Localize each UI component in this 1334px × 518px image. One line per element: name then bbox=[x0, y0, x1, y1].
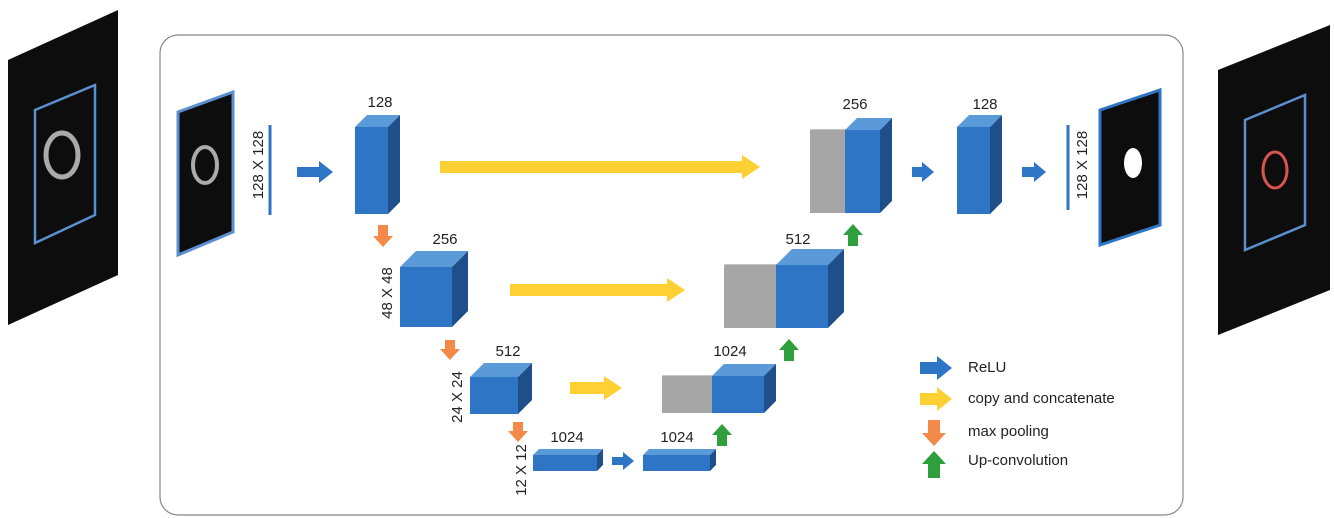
block-side bbox=[518, 363, 532, 414]
copy-arrow bbox=[510, 278, 685, 302]
block-front bbox=[643, 455, 710, 471]
pool-arrow bbox=[440, 340, 460, 360]
block-side bbox=[452, 251, 468, 327]
block-top bbox=[662, 375, 713, 376]
pool-arrow bbox=[508, 422, 528, 442]
legend-text: copy and concatenate bbox=[968, 390, 1115, 407]
relu-arrow bbox=[612, 452, 634, 470]
size-label: 128 X 128 bbox=[1074, 131, 1091, 199]
legend-icon bbox=[920, 387, 952, 411]
block-side bbox=[710, 449, 716, 471]
legend-text: ReLU bbox=[968, 359, 1006, 376]
block-front bbox=[712, 376, 764, 413]
block-side bbox=[880, 118, 892, 213]
block-top bbox=[400, 251, 468, 267]
block-front bbox=[810, 130, 845, 213]
segmentation bbox=[1261, 150, 1289, 190]
relu-arrow bbox=[912, 162, 934, 182]
pool-arrow bbox=[373, 225, 393, 247]
roi-box bbox=[33, 83, 97, 245]
block-top bbox=[776, 249, 844, 265]
channel-label: 512 bbox=[785, 231, 810, 248]
block-top bbox=[470, 363, 532, 377]
block-side bbox=[764, 364, 776, 413]
size-label: 128 X 128 bbox=[250, 131, 267, 199]
mri-image bbox=[8, 10, 118, 325]
channel-label: 512 bbox=[495, 343, 520, 360]
size-label: 48 X 48 bbox=[379, 267, 396, 319]
legend-icon bbox=[922, 420, 946, 446]
heart bbox=[43, 130, 81, 180]
block-side bbox=[388, 115, 400, 214]
block-side bbox=[597, 449, 603, 471]
block-front bbox=[662, 376, 712, 413]
mri-image bbox=[1218, 25, 1330, 335]
block-front bbox=[355, 127, 388, 214]
channel-label: 128 bbox=[367, 94, 392, 111]
block-side bbox=[990, 115, 1002, 214]
legend-text: max pooling bbox=[968, 423, 1049, 440]
relu-arrow bbox=[1022, 162, 1046, 182]
channel-label: 1024 bbox=[713, 343, 746, 360]
relu-arrow bbox=[297, 161, 333, 183]
channel-label: 256 bbox=[432, 231, 457, 248]
legend-icon bbox=[920, 356, 952, 380]
block-top bbox=[643, 449, 716, 455]
channel-label: 1024 bbox=[550, 429, 583, 446]
legend-text: Up-convolution bbox=[968, 452, 1068, 469]
block-top bbox=[355, 115, 400, 127]
input-image bbox=[178, 92, 233, 255]
size-label: 24 X 24 bbox=[449, 371, 466, 423]
upconv-arrow bbox=[843, 224, 863, 246]
size-label: 12 X 12 bbox=[513, 444, 530, 496]
block-front bbox=[470, 377, 518, 414]
copy-arrow bbox=[440, 155, 760, 179]
copy-arrow bbox=[570, 376, 622, 400]
block-top bbox=[712, 364, 776, 376]
block-front bbox=[724, 265, 776, 328]
block-top bbox=[724, 264, 777, 265]
block-front bbox=[845, 130, 880, 213]
block-top bbox=[957, 115, 1002, 127]
legend-icon bbox=[922, 451, 946, 478]
block-front bbox=[957, 127, 990, 214]
output-border bbox=[1098, 87, 1162, 248]
block-front bbox=[776, 265, 828, 328]
roi-box bbox=[1243, 93, 1307, 252]
upconv-arrow bbox=[779, 339, 799, 361]
block-front bbox=[400, 267, 452, 327]
channel-label: 128 bbox=[972, 96, 997, 113]
block-side bbox=[828, 249, 844, 328]
channel-label: 1024 bbox=[660, 429, 693, 446]
block-top bbox=[845, 118, 892, 130]
heart bbox=[191, 145, 219, 185]
block-top bbox=[533, 449, 603, 455]
block-front bbox=[533, 455, 597, 471]
block-top bbox=[810, 129, 846, 130]
input-border bbox=[176, 89, 235, 258]
channel-label: 256 bbox=[842, 96, 867, 113]
upconv-arrow bbox=[712, 424, 732, 446]
shapes bbox=[8, 10, 1330, 478]
mask-blob bbox=[1124, 148, 1142, 178]
